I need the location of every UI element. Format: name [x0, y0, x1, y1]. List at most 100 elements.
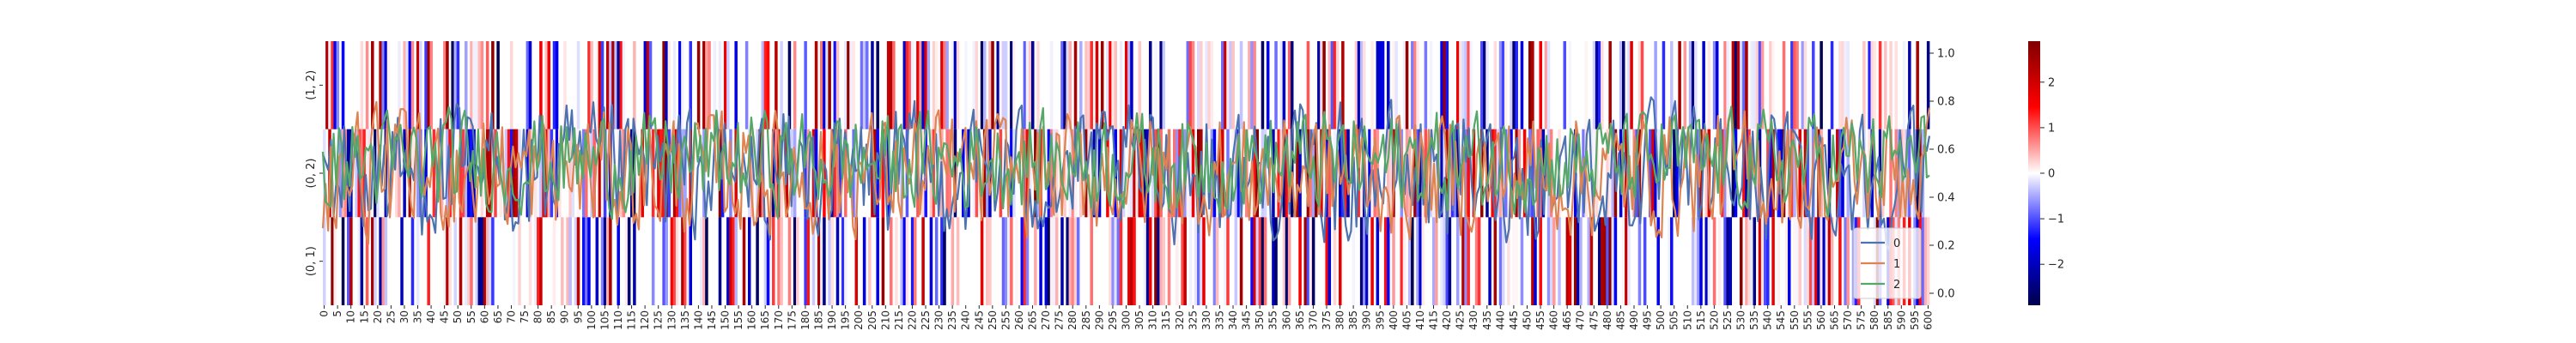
heatmap-cell	[763, 217, 768, 305]
heatmap-cell	[1445, 217, 1449, 305]
heatmap-cell	[1539, 41, 1542, 129]
heatmap-cell	[1114, 41, 1117, 129]
heatmap-cell	[595, 217, 599, 305]
heatmap-cell	[333, 41, 337, 129]
heatmap-cell	[360, 41, 364, 129]
heatmap-cell	[1200, 217, 1203, 305]
heatmap-cell	[1830, 41, 1834, 129]
heatmap-cell	[793, 217, 797, 305]
heatmap-cell	[1424, 41, 1428, 129]
heatmap-cell	[1678, 41, 1681, 129]
heatmap-cell	[1637, 217, 1642, 305]
heatmap-cell	[1130, 41, 1133, 129]
x-tick-label: 575	[1856, 310, 1868, 330]
heatmap-cell	[1745, 41, 1748, 129]
heatmap-cell	[1699, 217, 1703, 305]
heatmap-cell	[552, 41, 556, 129]
heatmap-cell	[699, 217, 703, 305]
heatmap-cell	[823, 217, 826, 305]
heatmap-cell	[1229, 41, 1232, 129]
heatmap-cell	[1400, 217, 1404, 305]
heatmap-cell	[1387, 129, 1390, 218]
x-tick-label: 80	[532, 310, 544, 323]
heatmap-cell	[1402, 217, 1406, 305]
heatmap-cell	[1654, 41, 1657, 129]
heatmap-cell	[681, 217, 684, 305]
heatmap-cell	[547, 41, 551, 129]
x-tick-label: 535	[1748, 310, 1760, 330]
heatmap-cell	[336, 41, 340, 129]
heatmap-cell	[796, 217, 799, 305]
heatmap-cell	[1608, 217, 1612, 305]
heatmap-cell	[1055, 217, 1059, 305]
heatmap-cell	[1236, 129, 1241, 218]
x-axis-ticks: 0 5 10 15 20 25 30 35 40 45 50 55 60 65 70 75 80 85 90 95 10…	[319, 305, 1934, 330]
heatmap-cell	[1870, 129, 1874, 218]
heatmap-cell	[1365, 217, 1369, 305]
heatmap-cell	[1558, 217, 1561, 305]
heatmap-cell	[566, 217, 569, 305]
heatmap-cell	[1416, 217, 1419, 305]
heatmap-cell	[1595, 129, 1599, 218]
heatmap-cell	[1908, 41, 1911, 129]
heatmap-cell	[539, 129, 543, 218]
heatmap-cell	[943, 41, 946, 129]
heatmap-cell	[1224, 41, 1227, 129]
heatmap-cell	[914, 217, 917, 305]
heatmap-cell	[844, 217, 848, 305]
heatmap-cell	[617, 217, 620, 305]
heatmap-cell	[539, 41, 543, 129]
heatmap-cell	[1306, 217, 1310, 305]
heatmap-cell	[515, 129, 519, 218]
x-tick-label: 200	[853, 310, 865, 330]
heatmap-cell	[590, 41, 593, 129]
heatmap-cell	[980, 217, 984, 305]
heatmap-cell	[403, 41, 406, 129]
heatmap-cell	[1728, 217, 1733, 305]
heatmap-cell	[1090, 41, 1093, 129]
x-tick-label: 370	[1307, 310, 1319, 330]
y-tick-label: 0.0	[1937, 288, 1955, 301]
heatmap-cell	[1376, 217, 1380, 305]
heatmap-cell	[1592, 41, 1596, 129]
x-tick-label: 475	[1588, 310, 1600, 330]
x-tick-label: 165	[759, 310, 771, 330]
heatmap-cell	[702, 217, 706, 305]
heatmap-cell	[1025, 217, 1030, 305]
x-tick-label: 255	[999, 310, 1012, 330]
heatmap-cell	[988, 217, 992, 305]
x-tick-label: 555	[1801, 310, 1814, 330]
x-tick-label: 525	[1722, 310, 1734, 330]
heatmap-cell	[408, 41, 412, 129]
heatmap-cell	[1577, 217, 1580, 305]
heatmap-cell	[1552, 217, 1556, 305]
heatmap-cell	[600, 41, 605, 129]
heatmap-cell	[1601, 41, 1604, 129]
heatmap-cell	[1472, 129, 1476, 218]
heatmap-cell	[617, 41, 620, 129]
heatmap-cell	[576, 41, 580, 129]
heatmap-cell	[1822, 217, 1826, 305]
heatmap-cell	[1392, 41, 1395, 129]
heatmap-cell	[708, 41, 711, 129]
heatmap-cell	[1205, 41, 1208, 129]
heatmap-cell	[1868, 41, 1871, 129]
heatmap-cell	[1253, 129, 1256, 218]
heatmap-cell	[539, 217, 543, 305]
heatmap-cell	[419, 41, 422, 129]
heatmap-cell	[1771, 129, 1775, 218]
heatmap-cell	[1381, 41, 1385, 129]
heatmap-cell	[424, 41, 428, 129]
heatmap-cell	[1520, 217, 1524, 305]
heatmap-row-label: (0, 2)	[305, 159, 318, 189]
heatmap-cell	[1363, 41, 1366, 129]
heatmap-cell	[787, 41, 792, 129]
heatmap-cell	[472, 41, 476, 129]
heatmap-cell	[1691, 217, 1695, 305]
heatmap-row-label: (0, 1)	[305, 246, 318, 276]
heatmap-cell	[1673, 129, 1676, 218]
heatmap-cell	[592, 129, 596, 218]
heatmap-cell	[951, 217, 955, 305]
heatmap-cell	[427, 41, 430, 129]
heatmap-cell	[889, 217, 893, 305]
